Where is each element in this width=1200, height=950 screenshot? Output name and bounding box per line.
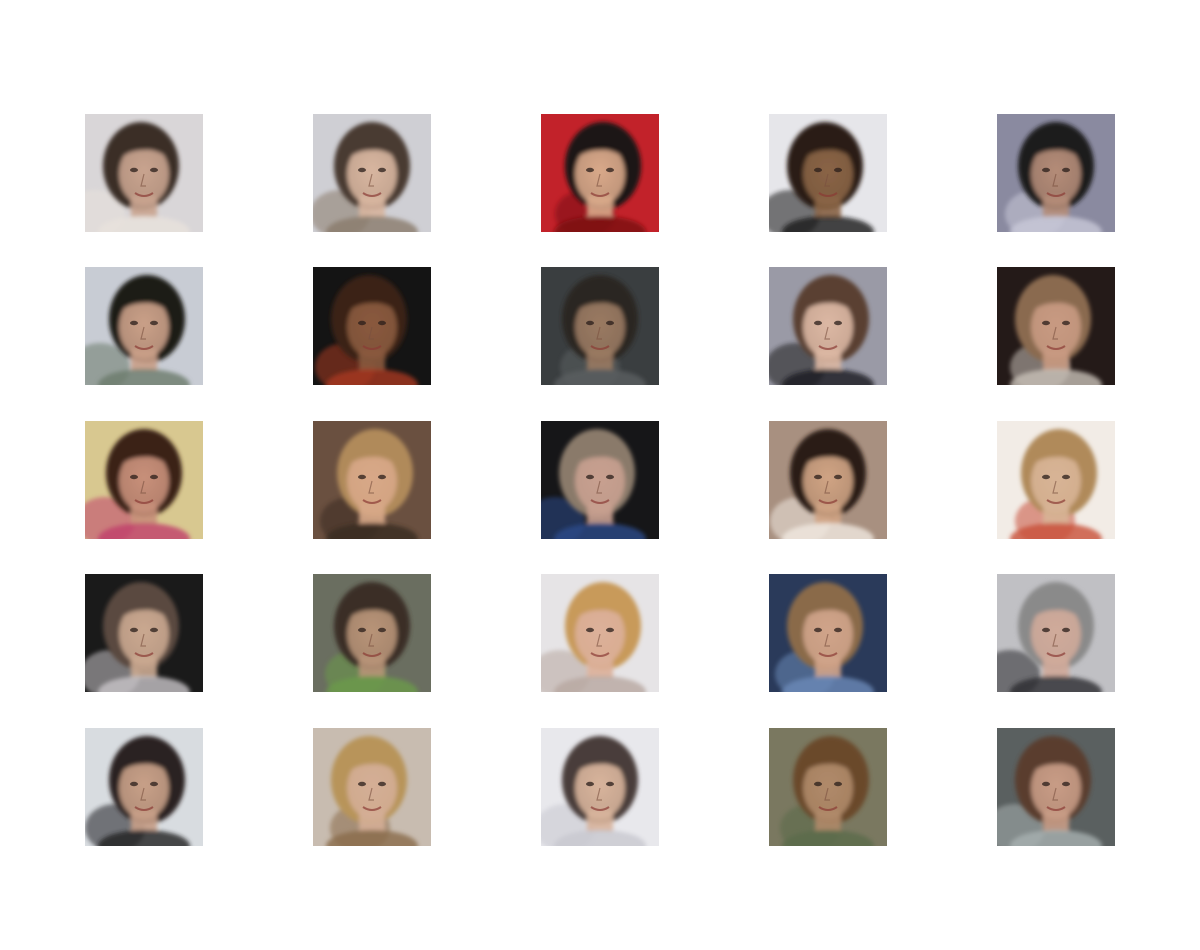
face-tile (541, 574, 659, 692)
face-tile (769, 267, 887, 385)
face-image (769, 421, 887, 539)
face-tile (997, 421, 1115, 539)
face-tile (769, 728, 887, 846)
face-image (997, 421, 1115, 539)
face-tile (85, 267, 203, 385)
face-image (541, 574, 659, 692)
face-tile (313, 421, 431, 539)
face-image (85, 574, 203, 692)
face-image (313, 421, 431, 539)
face-image (313, 574, 431, 692)
face-image (85, 421, 203, 539)
face-image (541, 114, 659, 232)
face-tile (997, 267, 1115, 385)
face-image (997, 728, 1115, 846)
face-image (769, 728, 887, 846)
face-tile (313, 114, 431, 232)
face-tile (997, 114, 1115, 232)
face-image (541, 267, 659, 385)
face-image (313, 728, 431, 846)
face-image (997, 574, 1115, 692)
face-tile (769, 421, 887, 539)
face-tile (541, 114, 659, 232)
face-tile (769, 114, 887, 232)
face-image (769, 114, 887, 232)
face-tile (997, 574, 1115, 692)
face-image (313, 114, 431, 232)
face-image (997, 114, 1115, 232)
face-tile (769, 574, 887, 692)
face-tile (85, 728, 203, 846)
face-tile (541, 267, 659, 385)
face-tile (541, 728, 659, 846)
face-tile (313, 574, 431, 692)
face-tile (85, 574, 203, 692)
face-tile (85, 421, 203, 539)
face-tile (313, 267, 431, 385)
face-image (313, 267, 431, 385)
face-image (85, 114, 203, 232)
face-tile (997, 728, 1115, 846)
face-image (769, 267, 887, 385)
face-image (769, 574, 887, 692)
face-image (997, 267, 1115, 385)
face-image (541, 421, 659, 539)
face-image (85, 267, 203, 385)
face-image (85, 728, 203, 846)
face-tile (541, 421, 659, 539)
face-tile (313, 728, 431, 846)
face-tile (85, 114, 203, 232)
face-image (541, 728, 659, 846)
